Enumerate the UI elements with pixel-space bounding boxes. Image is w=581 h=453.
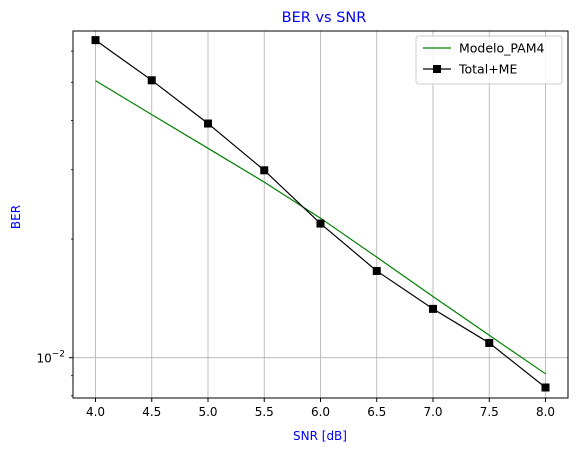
data-point-marker (204, 119, 212, 128)
x-axis-label: SNR [dB] (293, 429, 347, 443)
axis-ticks: 4.0 4.5 5.0 5.5 6.0 6.5 7.0 7.5 8.0 10−2 (36, 50, 555, 419)
y-axis-label: BER (9, 205, 23, 229)
x-tick-label: 8.0 (536, 405, 555, 419)
data-point-marker (372, 266, 381, 275)
data-point-marker (147, 76, 156, 85)
x-tick-label: 5.5 (255, 405, 274, 419)
x-tick-label: 6.5 (367, 405, 386, 419)
chart-title: BER vs SNR (282, 10, 367, 26)
legend-label: Total+ME (458, 62, 517, 77)
data-point-marker (316, 219, 325, 228)
series-layer (91, 36, 550, 392)
x-tick-label: 7.0 (423, 405, 442, 419)
x-tick-label: 4.0 (86, 405, 105, 419)
x-tick-label: 6.0 (311, 405, 330, 419)
legend-box (415, 35, 563, 85)
series-line-modelo-pam4 (95, 80, 546, 375)
data-point-marker (429, 304, 437, 313)
data-point-marker (541, 383, 550, 392)
data-point-marker (485, 338, 494, 347)
legend-label: Modelo_PAM4 (459, 41, 545, 56)
x-tick-label: 4.5 (142, 405, 161, 419)
x-tick-label: 7.5 (480, 405, 499, 419)
legend: Modelo_PAM4 Total+ME (415, 35, 563, 85)
grid-lines (73, 31, 568, 398)
data-point-marker (260, 166, 269, 175)
x-tick-label: 5.0 (198, 405, 217, 419)
y-tick-label: 10−2 (36, 350, 65, 366)
legend-marker (433, 65, 441, 73)
data-point-marker (91, 36, 100, 45)
